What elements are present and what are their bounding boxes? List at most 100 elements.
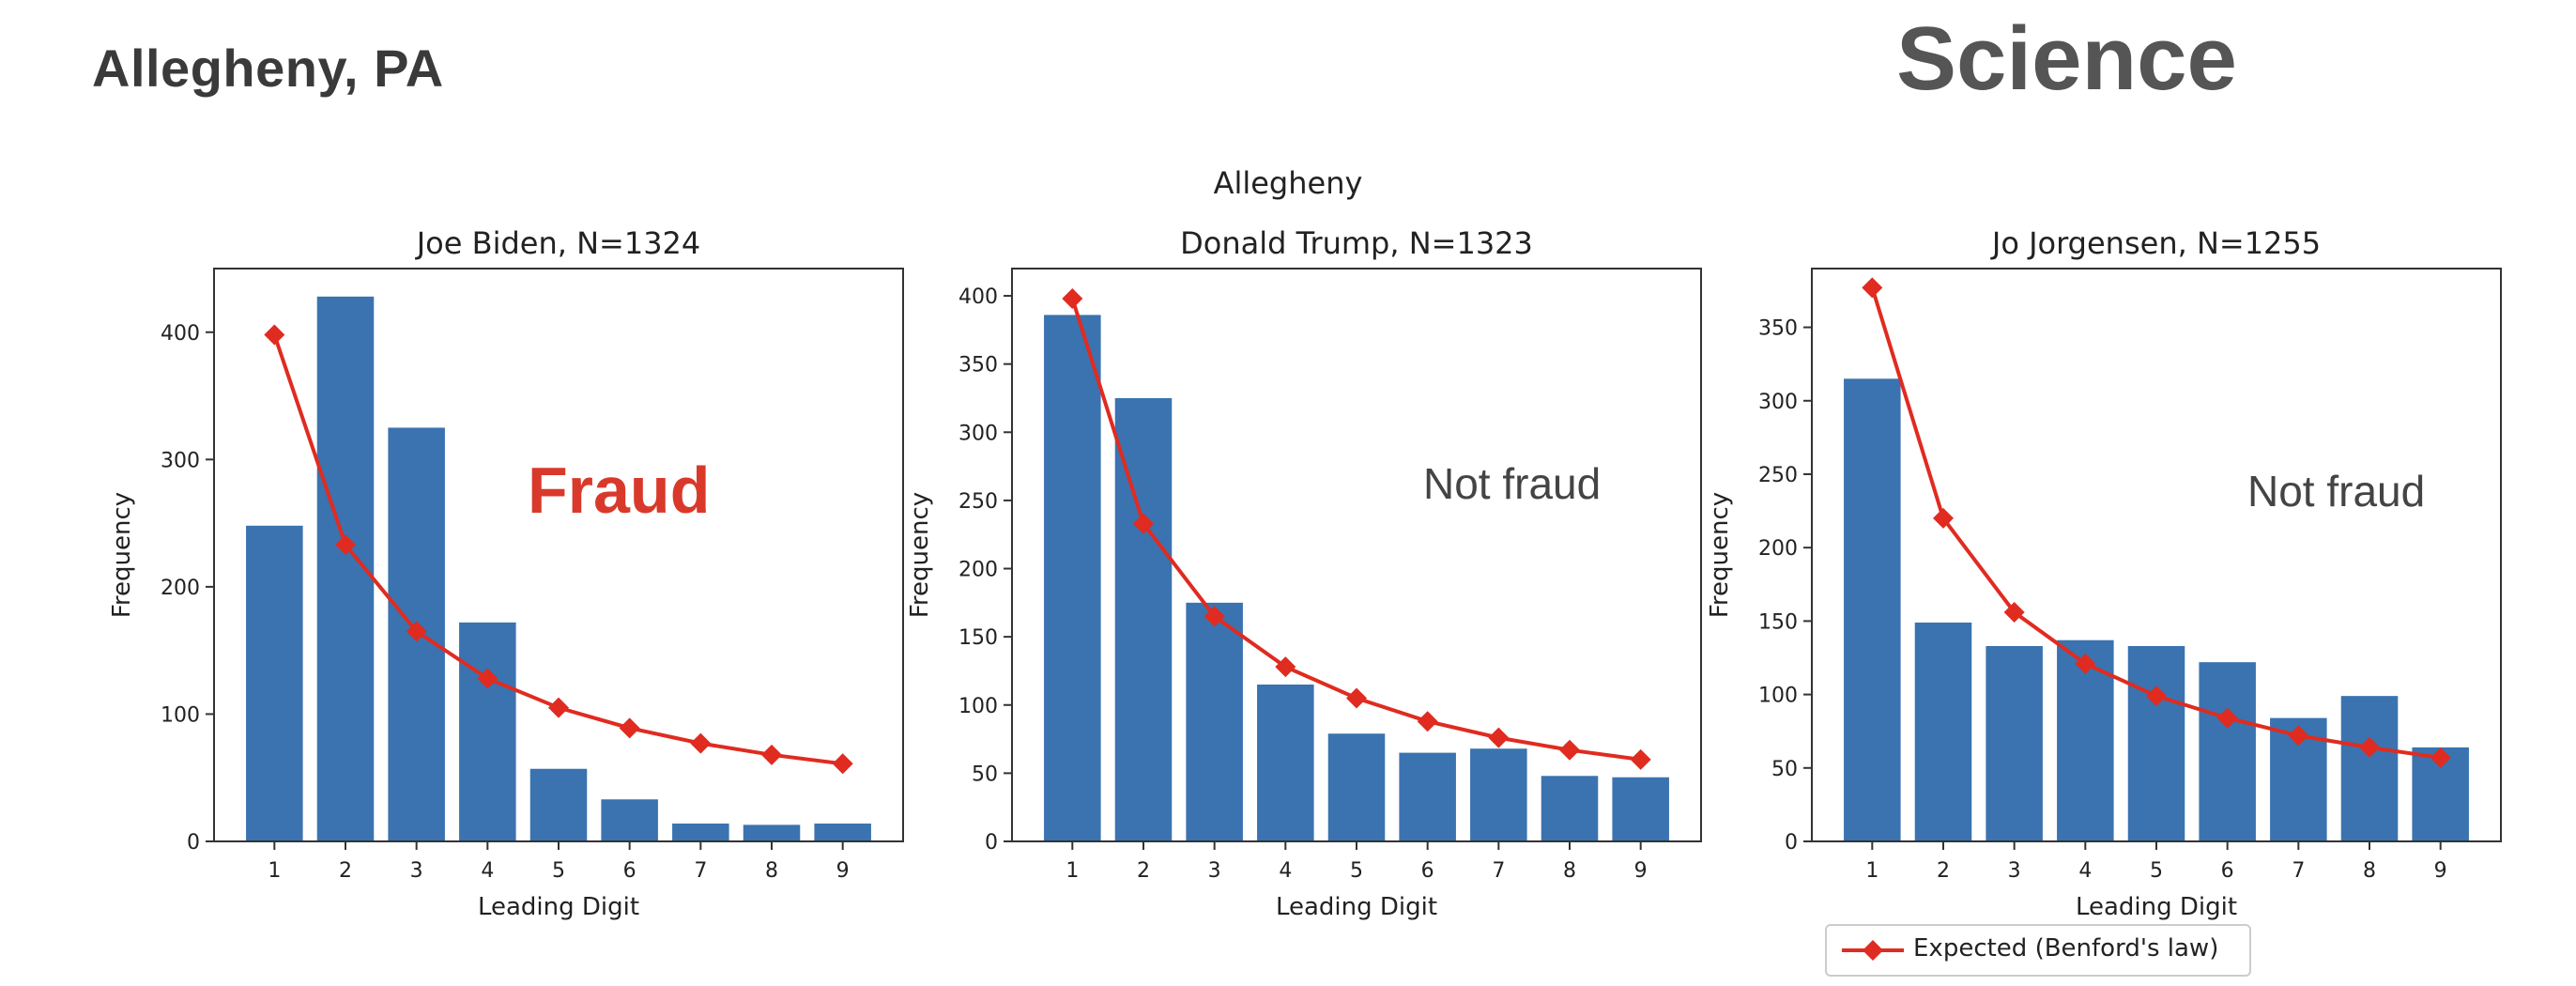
y-axis-title: Frequency — [108, 492, 136, 618]
expected-point-3-1 — [1862, 277, 1883, 299]
expected-point-3-7 — [2288, 725, 2309, 747]
y-tick-label: 100 — [161, 703, 200, 727]
y-tick-label: 300 — [1758, 391, 1798, 414]
expected-point-2-6 — [1417, 711, 1438, 732]
expected-point-3-6 — [2216, 707, 2238, 729]
x-tick-label: 4 — [2078, 859, 2092, 883]
y-tick-label: 300 — [958, 422, 998, 445]
not-fraud-annotation-jorgensen: Not fraud — [2247, 467, 2426, 516]
x-tick-label: 8 — [765, 859, 778, 883]
bar-2-7 — [1470, 748, 1527, 841]
bar-2-4 — [1257, 684, 1314, 841]
bar-3-6 — [2199, 662, 2256, 841]
x-axis-title: Leading Digit — [478, 893, 639, 921]
expected-point-3-5 — [2146, 686, 2167, 707]
expected-point-1-6 — [619, 717, 640, 739]
expected-point-2-9 — [1630, 748, 1651, 770]
x-tick-label: 9 — [1634, 859, 1648, 883]
panel-title-2: Donald Trump, N=1323 — [1180, 225, 1533, 261]
expected-point-1-3 — [406, 621, 427, 642]
expected-point-2-1 — [1062, 287, 1083, 309]
expected-point-1-7 — [690, 732, 712, 754]
bar-1-8 — [743, 824, 801, 841]
y-tick-label: 50 — [972, 763, 998, 786]
expected-point-1-1 — [264, 324, 285, 346]
expected-point-2-5 — [1346, 687, 1367, 709]
bar-3-2 — [1914, 622, 1972, 841]
x-tick-label: 2 — [1937, 859, 1950, 883]
expected-point-2-3 — [1204, 606, 1225, 627]
slide-title: Allegheny, PA — [92, 39, 444, 98]
x-tick-label: 6 — [2221, 859, 2234, 883]
expected-point-2-2 — [1132, 513, 1154, 534]
y-axis-title: Frequency — [906, 492, 934, 618]
expected-point-1-5 — [548, 697, 569, 718]
expected-point-2-4 — [1275, 656, 1296, 678]
bar-1-6 — [601, 799, 658, 841]
y-tick-label: 400 — [161, 322, 200, 346]
y-tick-label: 150 — [1758, 610, 1798, 634]
x-axis-title: Leading Digit — [1276, 893, 1437, 921]
y-tick-label: 100 — [958, 695, 998, 718]
bar-1-7 — [672, 824, 729, 841]
y-tick-label: 0 — [1785, 831, 1798, 855]
y-tick-label: 350 — [958, 354, 998, 377]
x-tick-label: 6 — [1421, 859, 1434, 883]
x-tick-label: 3 — [410, 859, 423, 883]
bar-2-8 — [1541, 776, 1599, 841]
bar-2-5 — [1327, 733, 1386, 841]
expected-point-3-2 — [1932, 507, 1954, 529]
bar-2-6 — [1399, 752, 1456, 841]
y-tick-label: 200 — [161, 577, 200, 600]
y-tick-label: 200 — [958, 559, 998, 582]
fraud-annotation: Fraud — [528, 454, 711, 527]
expected-point-3-4 — [2075, 653, 2096, 674]
x-tick-label: 9 — [836, 859, 850, 883]
x-tick-label: 4 — [481, 859, 494, 883]
figure-suptitle: Allegheny — [1213, 165, 1363, 201]
expected-line-marker-icon — [1842, 940, 1904, 961]
x-tick-label: 9 — [2434, 859, 2447, 883]
x-tick-label: 4 — [1279, 859, 1292, 883]
y-tick-label: 300 — [161, 449, 200, 472]
bar-1-5 — [529, 768, 588, 841]
x-tick-label: 7 — [694, 859, 707, 883]
x-tick-label: 8 — [2363, 859, 2376, 883]
expected-point-3-8 — [2359, 736, 2381, 758]
x-tick-label: 3 — [2008, 859, 2021, 883]
expected-point-2-8 — [1559, 739, 1581, 761]
y-axis-title: Frequency — [1706, 492, 1734, 618]
bar-3-8 — [2340, 696, 2399, 841]
x-tick-label: 8 — [1563, 859, 1576, 883]
expected-point-3-3 — [2003, 602, 2025, 623]
y-tick-label: 350 — [1758, 317, 1798, 341]
panel-title-1: Joe Biden, N=1324 — [415, 225, 701, 261]
bar-2-9 — [1612, 777, 1669, 841]
x-tick-label: 6 — [623, 859, 636, 883]
y-tick-label: 400 — [958, 285, 998, 309]
x-tick-label: 7 — [1492, 859, 1505, 883]
x-tick-label: 5 — [1350, 859, 1363, 883]
y-tick-label: 0 — [985, 831, 998, 855]
x-tick-label: 2 — [339, 859, 352, 883]
x-axis-title: Leading Digit — [2076, 893, 2237, 921]
y-tick-label: 100 — [1758, 685, 1798, 708]
bar-3-1 — [1844, 378, 1901, 841]
y-tick-label: 200 — [1758, 537, 1798, 561]
x-tick-label: 2 — [1137, 859, 1150, 883]
expected-point-1-4 — [477, 668, 498, 689]
expected-point-1-2 — [334, 534, 356, 556]
legend-label: Expected (Benford's law) — [1913, 934, 2219, 963]
panel-title-3: Jo Jorgensen, N=1255 — [1990, 225, 2321, 261]
not-fraud-annotation-trump: Not fraud — [1423, 459, 1602, 508]
x-tick-label: 5 — [552, 859, 565, 883]
bar-2-2 — [1114, 397, 1173, 841]
x-tick-label: 7 — [2292, 859, 2305, 883]
expected-point-1-8 — [761, 744, 783, 765]
bar-3-5 — [2127, 645, 2185, 841]
y-tick-label: 0 — [187, 831, 200, 855]
y-tick-label: 250 — [958, 490, 998, 514]
x-tick-label: 3 — [1208, 859, 1221, 883]
y-tick-label: 250 — [1758, 464, 1798, 487]
